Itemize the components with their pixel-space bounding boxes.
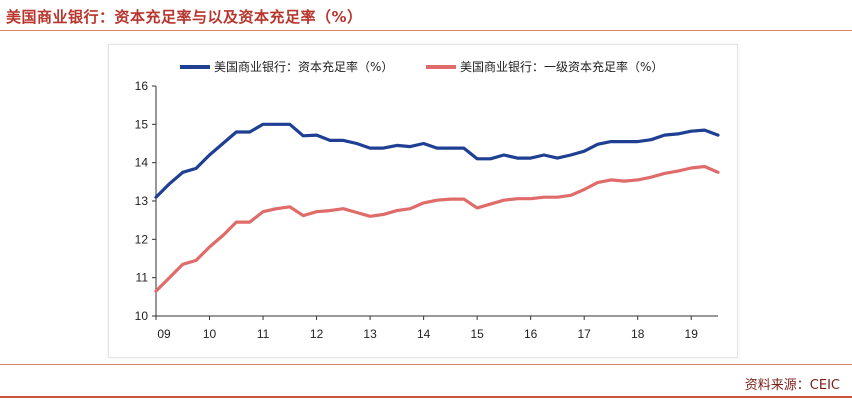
footer-divider bbox=[0, 364, 852, 365]
series-lines bbox=[154, 122, 720, 293]
y-tick-label: 15 bbox=[135, 117, 149, 131]
y-axis-tick-labels: 10 11 12 13 14 15 16 bbox=[135, 79, 156, 323]
x-tick-label: 19 bbox=[685, 327, 699, 341]
bottom-border bbox=[0, 396, 852, 398]
y-tick-label: 16 bbox=[135, 79, 149, 93]
x-tick-label: 15 bbox=[470, 327, 484, 341]
x-tick-label: 12 bbox=[310, 327, 324, 341]
legend-label-capital-ratio: 美国商业银行：资本充足率（%） bbox=[214, 59, 393, 74]
legend-label-tier1-ratio: 美国商业银行：一级资本充足率（%） bbox=[460, 59, 663, 74]
x-tick-label: 16 bbox=[524, 327, 538, 341]
y-tick-label: 11 bbox=[136, 271, 149, 285]
chart-frame bbox=[108, 44, 738, 358]
page-title: 美国商业银行：资本充足率与以及资本充足率（%） bbox=[6, 8, 363, 26]
x-axis-tick-labels: 09 10 11 12 13 14 15 16 17 18 19 bbox=[155, 316, 699, 341]
y-tick-label: 10 bbox=[135, 309, 149, 323]
chart-legend: 美国商业银行：资本充足率（%） 美国商业银行：一级资本充足率（%） bbox=[180, 59, 663, 74]
x-tick-label: 18 bbox=[631, 327, 645, 341]
x-tick-label: 14 bbox=[417, 327, 431, 341]
x-tick-label: 09 bbox=[157, 327, 171, 341]
y-tick-label: 14 bbox=[135, 156, 149, 170]
title-divider bbox=[0, 30, 852, 31]
y-tick-label: 12 bbox=[135, 232, 149, 246]
x-tick-label: 13 bbox=[363, 327, 377, 341]
source-note: 资料来源：CEIC bbox=[744, 378, 840, 393]
x-tick-label: 17 bbox=[578, 327, 592, 341]
x-tick-label: 10 bbox=[203, 327, 217, 341]
series-line-tier1-ratio bbox=[154, 164, 720, 293]
series-line-capital-ratio bbox=[154, 122, 720, 199]
x-tick-label: 11 bbox=[257, 327, 270, 341]
line-chart: 美国商业银行：资本充足率（%） 美国商业银行：一级资本充足率（%） 10 11 12… bbox=[135, 59, 720, 341]
y-tick-label: 13 bbox=[135, 194, 149, 208]
